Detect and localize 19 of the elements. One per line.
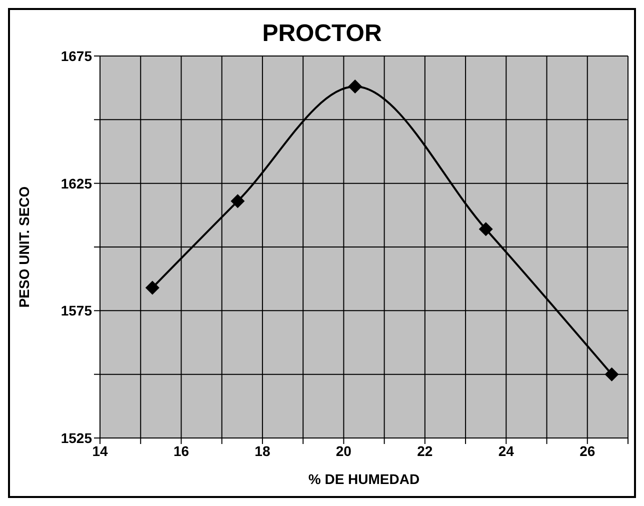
x-tick-label: 14 (92, 442, 108, 459)
point (604, 367, 619, 382)
y-tick-label: 1625 (60, 175, 92, 192)
y-axis-title: PESO UNIT. SECO (16, 186, 32, 308)
x-axis-title: % DE HUMEDAD (308, 471, 420, 487)
chart-title: PROCTOR (262, 20, 382, 47)
x-tick-label: 18 (254, 442, 270, 459)
y-tick-label: 1575 (60, 302, 92, 319)
x-tick-label: 22 (417, 442, 433, 459)
y-tick-label: 1525 (60, 430, 92, 446)
point (145, 280, 160, 295)
point (348, 80, 362, 94)
y-tick-label: 1675 (60, 48, 92, 64)
x-tick-label: 20 (336, 442, 352, 459)
x-tick-label: 26 (580, 442, 596, 459)
point (478, 222, 493, 236)
x-tick-label: 24 (498, 442, 514, 459)
point (230, 194, 245, 208)
x-tick-label: 16 (173, 442, 190, 459)
